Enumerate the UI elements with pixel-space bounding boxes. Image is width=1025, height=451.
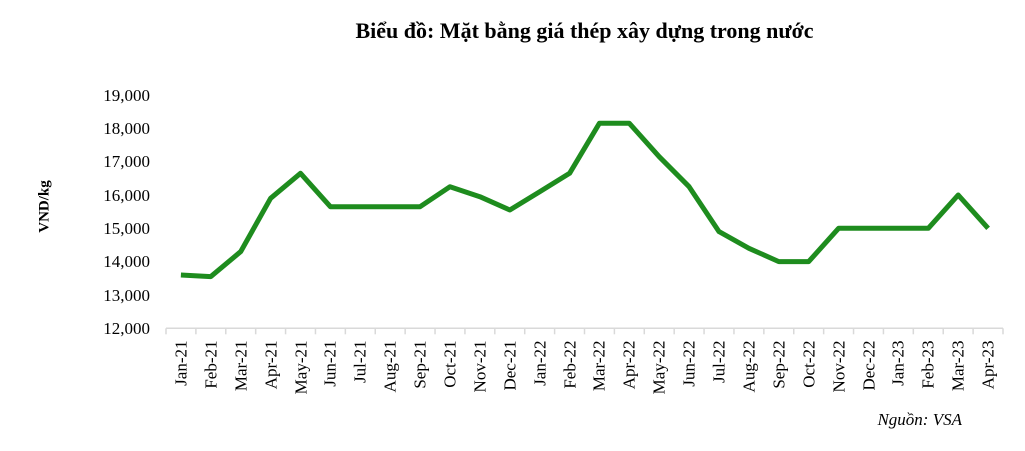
x-tick-label: Apr-22 [619, 340, 639, 389]
x-tick-label: Feb-23 [918, 340, 938, 389]
y-tick-label: 16,000 [103, 185, 150, 205]
y-tick-label: 13,000 [103, 285, 150, 305]
x-tick-label: Jul-22 [709, 340, 729, 383]
x-tick-label: Nov-21 [470, 340, 490, 392]
y-tick-label: 18,000 [103, 118, 150, 138]
x-tick-label: Oct-22 [799, 340, 819, 388]
x-tick-label: Mar-21 [231, 340, 251, 391]
x-tick-label: May-22 [649, 340, 669, 394]
y-tick-label: 15,000 [103, 218, 150, 238]
steel-price-line [180, 120, 990, 280]
x-tick-label: Jun-22 [679, 340, 699, 387]
x-tick-label: Sep-21 [410, 340, 430, 389]
x-tick-label: Apr-21 [261, 340, 281, 389]
chart-title: Biểu đồ: Mặt bằng giá thép xây dựng tron… [355, 18, 814, 43]
x-tick-label: Feb-22 [560, 340, 580, 389]
x-tick-label: Jan-23 [888, 340, 908, 386]
x-tick-label: Dec-21 [500, 340, 520, 391]
x-tick-label: Jul-21 [350, 340, 370, 383]
x-tick-label: Aug-21 [380, 340, 400, 392]
x-tick-label: Oct-21 [440, 340, 460, 388]
x-tick-label: Dec-22 [859, 340, 878, 391]
x-tick-label: Feb-21 [201, 340, 221, 389]
x-tick-label: Sep-22 [769, 340, 789, 389]
x-tick-label: Jun-21 [320, 340, 340, 387]
x-tick-label: Jan-21 [171, 340, 191, 386]
x-tick-label: Jan-22 [530, 340, 550, 386]
x-tick-label: Nov-22 [829, 340, 849, 392]
y-tick-label: 14,000 [103, 252, 150, 272]
y-tick-label: 19,000 [103, 85, 150, 105]
x-tick-label: Aug-22 [739, 340, 759, 392]
x-tick-label: Mar-22 [589, 340, 609, 391]
x-tick-label: Apr-23 [978, 340, 998, 389]
source-note: Nguồn: VSA [877, 410, 962, 429]
y-tick-label: 12,000 [103, 318, 150, 338]
y-tick-label: 17,000 [103, 152, 150, 172]
x-tick-label: May-21 [291, 340, 310, 394]
x-tick-label: Mar-23 [948, 340, 968, 391]
